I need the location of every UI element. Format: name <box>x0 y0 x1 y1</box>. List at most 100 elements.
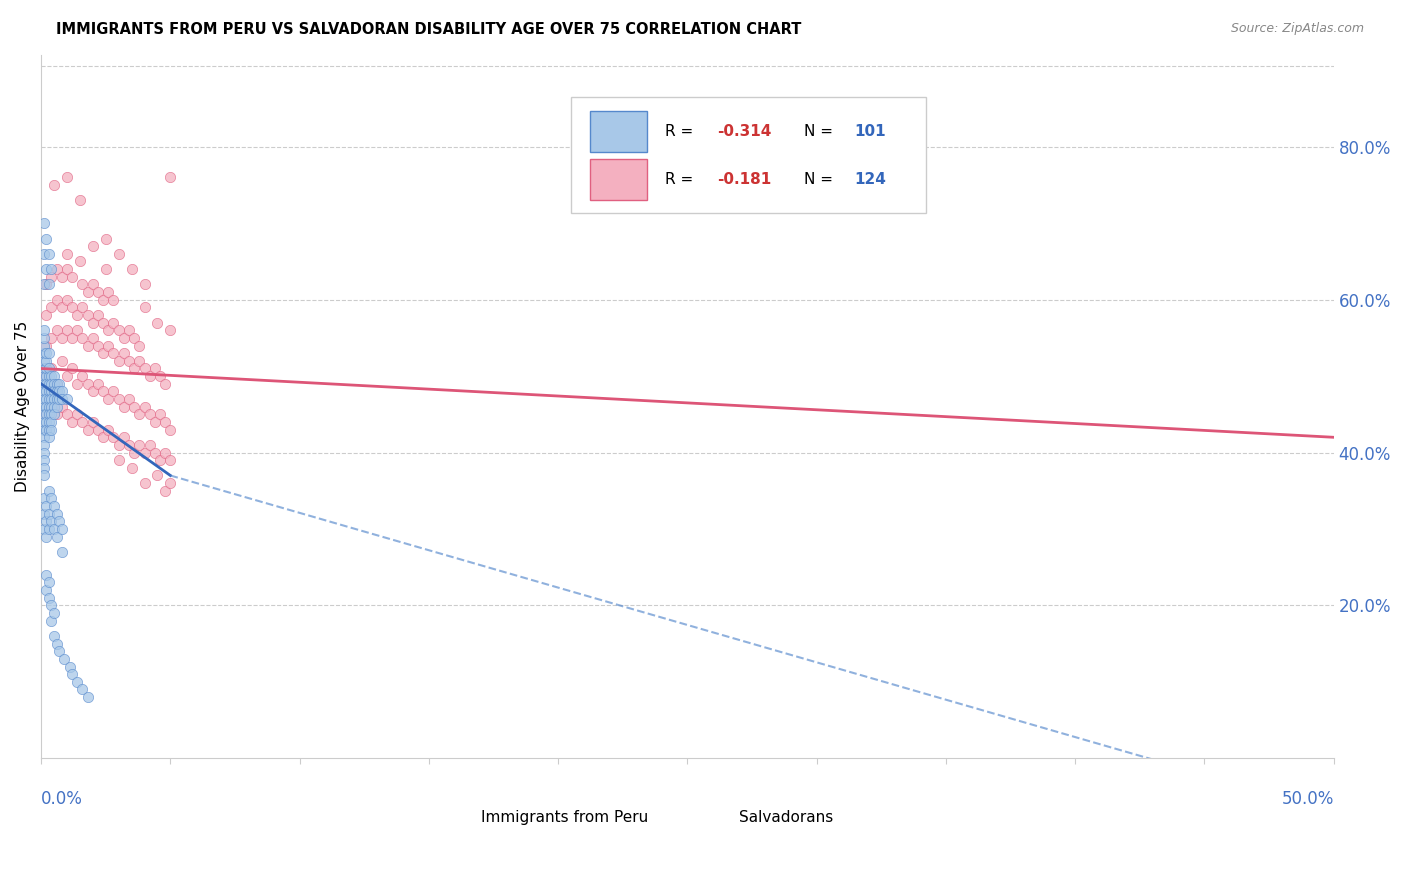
Point <box>41 384 63 399</box>
Point <box>82 331 104 345</box>
Point <box>48 392 70 406</box>
Point <box>153 376 176 391</box>
Point <box>35 384 58 399</box>
Point <box>66 376 89 391</box>
Point <box>138 369 160 384</box>
Point <box>38 392 60 406</box>
Text: R =: R = <box>665 172 699 186</box>
Point <box>128 438 150 452</box>
Point <box>48 514 70 528</box>
Text: IMMIGRANTS FROM PERU VS SALVADORAN DISABILITY AGE OVER 75 CORRELATION CHART: IMMIGRANTS FROM PERU VS SALVADORAN DISAB… <box>56 22 801 37</box>
Point <box>112 331 135 345</box>
Point <box>159 423 181 437</box>
Point <box>51 545 73 559</box>
Point <box>45 376 67 391</box>
FancyBboxPatch shape <box>678 803 733 832</box>
Point <box>41 301 63 315</box>
Point <box>45 408 67 422</box>
Point <box>32 415 55 429</box>
Point <box>42 629 65 643</box>
Point <box>97 423 120 437</box>
Point <box>94 262 117 277</box>
Point <box>66 408 89 422</box>
Point <box>35 338 58 352</box>
Point <box>51 400 73 414</box>
Point <box>32 376 55 391</box>
Point <box>121 461 143 475</box>
Text: Source: ZipAtlas.com: Source: ZipAtlas.com <box>1230 22 1364 36</box>
Text: Salvadorans: Salvadorans <box>740 810 834 825</box>
Point <box>42 384 65 399</box>
FancyBboxPatch shape <box>591 159 647 200</box>
Point <box>122 361 145 376</box>
Point <box>32 354 55 368</box>
Point <box>134 445 156 459</box>
Text: R =: R = <box>665 124 699 139</box>
Point <box>32 277 55 292</box>
Point <box>35 231 58 245</box>
Point <box>35 308 58 322</box>
Text: Immigrants from Peru: Immigrants from Peru <box>481 810 648 825</box>
Point <box>41 491 63 506</box>
Point <box>143 415 166 429</box>
Point <box>35 423 58 437</box>
Point <box>76 285 98 299</box>
Point <box>32 338 55 352</box>
Point <box>97 323 120 337</box>
Point <box>56 170 79 185</box>
Point <box>107 323 129 337</box>
Point <box>48 384 70 399</box>
Point <box>159 476 181 491</box>
Point <box>82 384 104 399</box>
Point <box>107 438 129 452</box>
Point <box>32 323 55 337</box>
Point <box>60 361 83 376</box>
Point <box>153 415 176 429</box>
Point <box>87 285 110 299</box>
Point <box>118 323 141 337</box>
Point <box>134 277 156 292</box>
Point <box>35 408 58 422</box>
Point <box>72 331 94 345</box>
Text: N =: N = <box>804 124 838 139</box>
Point <box>32 491 55 506</box>
Point <box>32 400 55 414</box>
Point <box>41 262 63 277</box>
Point <box>146 316 169 330</box>
Point <box>56 293 79 307</box>
Point <box>72 277 94 292</box>
Point <box>103 384 125 399</box>
Point <box>45 637 67 651</box>
Point <box>56 392 79 406</box>
Point <box>134 476 156 491</box>
Point <box>38 277 60 292</box>
Point <box>45 293 67 307</box>
Point <box>42 499 65 513</box>
Point <box>91 346 114 360</box>
Point <box>76 308 98 322</box>
Point <box>159 453 181 467</box>
Point <box>41 423 63 437</box>
Point <box>153 445 176 459</box>
Point <box>128 338 150 352</box>
Point <box>35 583 58 598</box>
Point <box>32 216 55 230</box>
Point <box>45 384 67 399</box>
Point <box>38 376 60 391</box>
Point <box>122 331 145 345</box>
FancyBboxPatch shape <box>571 97 927 213</box>
Point <box>112 400 135 414</box>
Point <box>38 408 60 422</box>
Point <box>42 369 65 384</box>
Point <box>35 369 58 384</box>
Point <box>66 674 89 689</box>
Point <box>38 430 60 444</box>
Point <box>94 231 117 245</box>
Text: 50.0%: 50.0% <box>1281 790 1334 808</box>
Point <box>82 415 104 429</box>
Point <box>32 392 55 406</box>
Point <box>51 522 73 536</box>
Point <box>35 369 58 384</box>
Point <box>41 369 63 384</box>
Point <box>45 323 67 337</box>
